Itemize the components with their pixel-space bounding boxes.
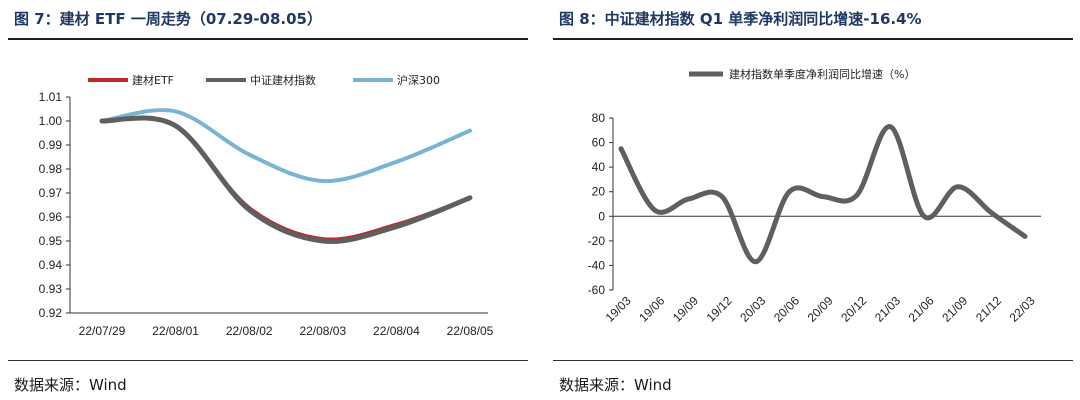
y-tick-label-4: 0 [598, 209, 605, 223]
y-tick-label-7: 0.94 [39, 258, 63, 272]
y-tick-label-3: 0.98 [39, 162, 63, 176]
x-tick-label-4: 22/08/04 [373, 324, 420, 338]
right-footer-rule [553, 360, 1073, 361]
y-tick-label-6: -40 [588, 258, 606, 272]
y-tick-label-5: -20 [588, 234, 606, 248]
right-figure-title: 图 8：中证建材指数 Q1 单季净利润同比增速-16.4% [559, 10, 922, 28]
right-figure-panel: 图 8：中证建材指数 Q1 单季净利润同比增速-16.4% 建材指数单季度净利润… [553, 0, 1073, 400]
y-tick-label-3: 20 [592, 185, 606, 199]
y-tick-label-1: 1.00 [39, 114, 63, 128]
y-tick-label-1: 60 [592, 136, 606, 150]
y-tick-label-0: 1.01 [39, 90, 63, 104]
right-line-chart: 建材指数单季度净利润同比增速（%） 80 60 40 20 0 -20 -40 -6019/03… [588, 67, 1041, 325]
x-tick-label-5: 20/06 [771, 293, 802, 324]
left-line-chart: 建材ETF 中证建材指数 沪深300 1.01 1.00 0.99 0.98 0.97 0.96… [39, 73, 494, 338]
left-title-rule [8, 38, 528, 40]
x-tick-label-11: 21/12 [973, 293, 1004, 324]
series-line-0 [618, 124, 1028, 265]
y-tick-label-8: 0.93 [39, 282, 63, 296]
x-tick-label-10: 21/09 [939, 293, 970, 324]
y-tick-label-2: 0.99 [39, 138, 63, 152]
y-tick-label-7: -60 [588, 283, 606, 297]
x-tick-label-1: 19/06 [636, 293, 667, 324]
left-figure-panel: 图 7：建材 ETF 一周走势（07.29-08.05） 建材ETF 中证建材指数… [8, 0, 528, 400]
left-footer-rule [8, 360, 528, 361]
x-tick-label-2: 22/08/02 [226, 324, 273, 338]
x-tick-label-4: 20/03 [737, 293, 768, 324]
y-tick-label-2: 40 [592, 160, 606, 174]
legend-label-0: 建材ETF [132, 73, 174, 87]
x-tick-label-9: 21/06 [906, 293, 937, 324]
x-tick-label-3: 22/08/03 [299, 324, 346, 338]
x-tick-label-3: 19/12 [704, 293, 735, 324]
x-tick-label-0: 19/03 [603, 293, 634, 324]
x-tick-label-2: 19/09 [670, 293, 701, 324]
y-tick-label-9: 0.92 [39, 306, 63, 320]
x-tick-label-7: 20/12 [838, 293, 869, 324]
x-tick-label-12: 22/03 [1007, 293, 1038, 324]
series-line-2 [100, 108, 472, 184]
x-tick-label-1: 22/08/01 [152, 324, 199, 338]
right-source-note: 数据来源：Wind [559, 376, 672, 394]
y-tick-label-6: 0.95 [39, 234, 63, 248]
x-tick-label-5: 22/08/05 [447, 324, 494, 338]
series-line-1 [99, 115, 473, 244]
x-tick-label-8: 21/03 [872, 293, 903, 324]
legend-label-0: 建材指数单季度净利润同比增速（%） [729, 67, 915, 81]
x-tick-label-0: 22/07/29 [79, 324, 126, 338]
left-source-note: 数据来源：Wind [14, 376, 127, 394]
y-tick-label-0: 80 [592, 111, 606, 125]
y-tick-label-5: 0.96 [39, 210, 63, 224]
right-title-rule [553, 38, 1073, 40]
left-figure-title: 图 7：建材 ETF 一周走势（07.29-08.05） [14, 10, 322, 28]
legend-label-2: 沪深300 [397, 73, 440, 87]
x-tick-label-6: 20/09 [805, 293, 836, 324]
legend-label-1: 中证建材指数 [250, 73, 316, 87]
y-tick-label-4: 0.97 [39, 186, 63, 200]
